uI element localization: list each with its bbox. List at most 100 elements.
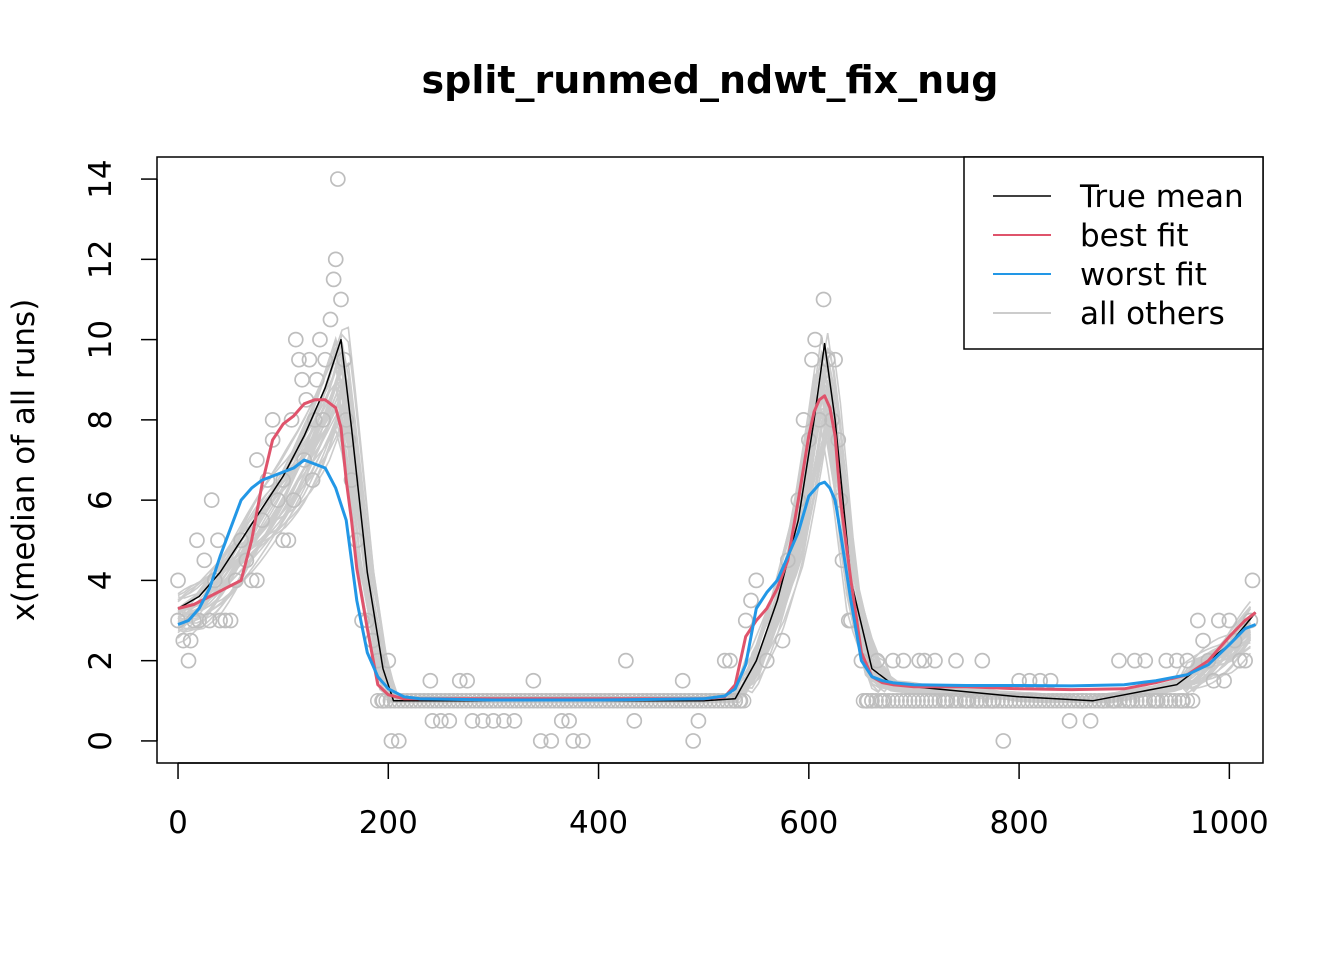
data-point: [1137, 693, 1154, 709]
data-point: [1015, 693, 1032, 709]
data-point: [1023, 693, 1040, 709]
data-point: [735, 693, 752, 709]
y-tick-label: 10: [83, 320, 119, 359]
data-point: [390, 733, 407, 749]
data-point: [918, 693, 935, 709]
data-point: [1129, 693, 1145, 709]
data-point: [203, 492, 220, 508]
data-point: [743, 592, 759, 609]
data-point: [182, 632, 199, 649]
data-point: [995, 733, 1012, 749]
series-line-true-mean: [177, 338, 1257, 702]
data-point: [948, 652, 964, 669]
data-point: [191, 612, 207, 629]
data-point: [1158, 652, 1175, 669]
data-point: [939, 693, 956, 709]
data-point: [333, 291, 349, 308]
data-point: [935, 693, 952, 709]
x-tick-label: 600: [779, 805, 838, 841]
data-point: [880, 693, 897, 709]
data-point: [1145, 693, 1162, 709]
legend-label: best fit: [1080, 218, 1189, 254]
data-point: [1166, 693, 1183, 709]
data-point: [723, 693, 739, 709]
data-point: [1171, 693, 1187, 709]
data-point: [175, 632, 192, 649]
data-point: [1103, 693, 1120, 709]
data-point: [189, 532, 205, 549]
data-point: [927, 693, 943, 709]
data-point: [424, 713, 441, 729]
data-point: [304, 472, 321, 488]
data-point: [464, 713, 481, 729]
data-point: [1099, 693, 1116, 709]
data-point: [618, 652, 634, 669]
y-tick-label: 0: [83, 731, 119, 751]
data-point: [944, 693, 960, 709]
series-line-worst-fit: [177, 458, 1257, 702]
data-point: [1237, 652, 1253, 669]
data-point: [864, 693, 880, 709]
data-point: [543, 733, 560, 749]
data-point: [1210, 612, 1227, 629]
data-point: [626, 713, 643, 729]
data-point: [327, 251, 344, 268]
data-point: [249, 572, 265, 589]
data-point: [893, 693, 910, 709]
x-tick-label: 0: [168, 805, 188, 841]
data-point: [815, 291, 832, 308]
data-point: [690, 713, 707, 729]
data-point: [308, 371, 325, 388]
y-tick-label: 14: [83, 159, 119, 198]
plot-frame: [156, 156, 1264, 764]
data-point: [1112, 693, 1128, 709]
data-point: [952, 693, 968, 709]
data-point: [931, 693, 947, 709]
data-point: [270, 492, 286, 508]
data-point: [370, 693, 386, 709]
data-point: [1216, 672, 1232, 689]
data-point: [1179, 652, 1196, 669]
y-tick-label: 6: [83, 490, 119, 510]
data-point: [1179, 693, 1196, 709]
data-point: [1200, 652, 1217, 669]
data-point: [565, 733, 582, 749]
x-tick-label: 200: [359, 805, 418, 841]
x-tick-label: 1000: [1190, 805, 1269, 841]
data-point: [315, 412, 331, 428]
data-point: [674, 672, 691, 689]
data-point: [1175, 693, 1191, 709]
data-point: [243, 572, 260, 589]
data-point: [485, 713, 502, 729]
data-point: [885, 652, 901, 669]
legend-label: worst fit: [1080, 257, 1207, 293]
data-point: [727, 693, 743, 709]
data-point: [1019, 693, 1036, 709]
chart-title: split_runmed_ndwt_fix_nug: [422, 58, 999, 102]
data-point: [227, 572, 244, 589]
data-point: [1036, 693, 1053, 709]
data-point: [506, 713, 523, 729]
data-point: [201, 612, 218, 629]
data-point: [895, 652, 912, 669]
data-point: [301, 351, 318, 368]
data-point: [774, 632, 791, 649]
data-point: [804, 351, 820, 368]
data-point: [325, 271, 342, 288]
data-point: [685, 733, 702, 749]
data-point: [872, 693, 889, 709]
data-point: [1061, 713, 1078, 729]
x-tick-label: 400: [569, 805, 628, 841]
data-point: [475, 713, 491, 729]
data-point: [1040, 693, 1057, 709]
data-point: [1044, 693, 1061, 709]
data-point: [956, 693, 973, 709]
data-point: [264, 412, 281, 428]
data-point: [927, 652, 943, 669]
data-point: [1137, 652, 1154, 669]
data-point: [748, 572, 765, 589]
scatter-points: [170, 171, 1261, 749]
data-point: [322, 311, 339, 328]
data-point: [459, 672, 475, 689]
